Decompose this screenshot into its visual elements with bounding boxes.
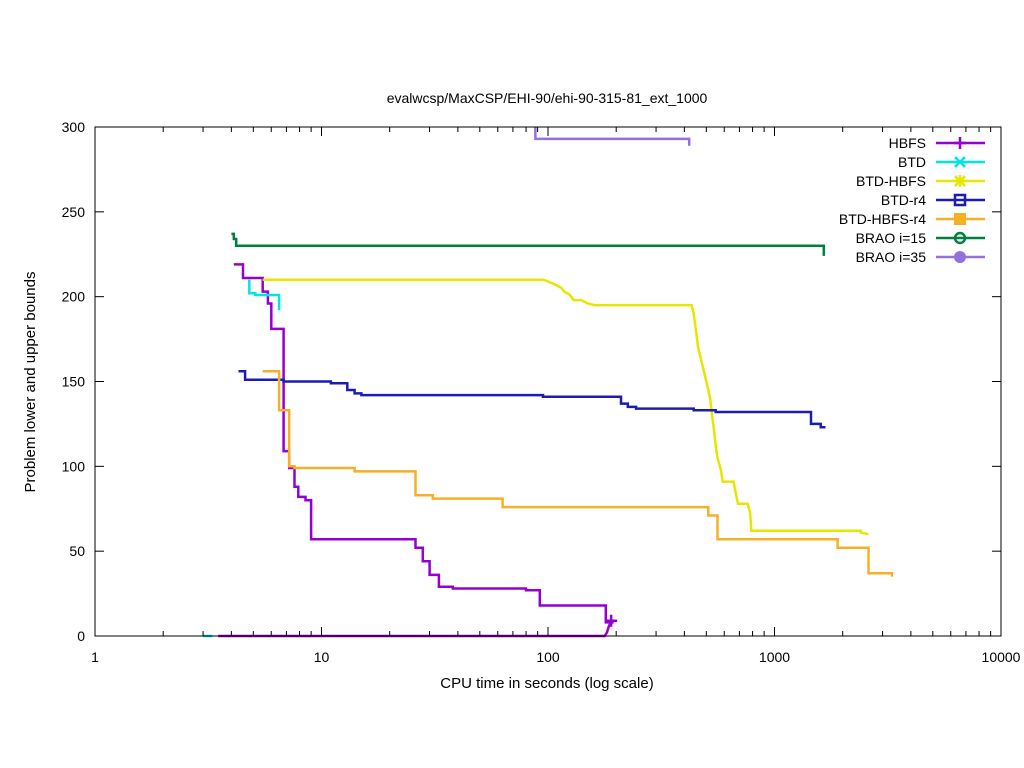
series-btd-r4 xyxy=(238,370,826,429)
legend-marker xyxy=(954,137,966,149)
legend-marker xyxy=(954,156,966,168)
series-lower-line xyxy=(218,621,613,638)
series-upper-line xyxy=(534,127,691,146)
axis-ticks: 0 50 100 150 200 250 300 1 10 100 1000 10000 xyxy=(62,119,1021,665)
legend-marker xyxy=(953,231,967,245)
x-tick-label: 100 xyxy=(536,649,560,665)
series-upper-line xyxy=(238,370,826,429)
series-brao-i-15 xyxy=(231,232,826,256)
y-tick-label: 200 xyxy=(62,289,86,305)
plot-area xyxy=(203,127,894,638)
series-hbfs xyxy=(218,263,618,638)
y-tick-label: 150 xyxy=(62,374,86,390)
legend-label: BRAO i=15 xyxy=(856,230,927,246)
legend-marker xyxy=(954,251,966,263)
y-tick-label: 0 xyxy=(77,628,85,644)
legend-label: BTD xyxy=(898,154,926,170)
x-tick-label: 1 xyxy=(91,649,99,665)
series-btd-hbfs xyxy=(262,278,869,536)
legend-label: BTD-HBFS-r4 xyxy=(839,211,926,227)
legend-marker xyxy=(953,193,967,207)
legend-label: BTD-r4 xyxy=(881,192,926,208)
legend-item: BTD-r4 xyxy=(881,192,985,208)
series-upper-line xyxy=(262,370,894,577)
legend-marker xyxy=(954,213,966,225)
x-tick-label: 10000 xyxy=(982,649,1021,665)
y-tick-label: 300 xyxy=(62,119,86,135)
legend-item: BTD-HBFS-r4 xyxy=(839,211,985,227)
y-tick-label: 250 xyxy=(62,204,86,220)
series-brao-i-35 xyxy=(534,127,691,146)
legend-label: BRAO i=35 xyxy=(856,249,927,265)
legend-item: HBFS xyxy=(889,135,985,151)
series-point-marker xyxy=(605,614,618,627)
x-tick-label: 10 xyxy=(314,649,330,665)
x-axis-label: CPU time in seconds (log scale) xyxy=(440,675,653,692)
series-upper-line xyxy=(248,279,281,311)
y-tick-label: 50 xyxy=(69,543,85,559)
y-tick-label: 100 xyxy=(62,458,86,474)
series-btd-hbfs-r4 xyxy=(262,370,894,577)
legend-label: BTD-HBFS xyxy=(856,173,926,189)
legend-item: BRAO i=15 xyxy=(856,230,985,246)
legend: HBFS BTD BTD-HBFS BTD-r4 BTD-HBFS-r4 BRAO i=1… xyxy=(839,135,985,265)
legend-label: HBFS xyxy=(889,135,926,151)
y-axis-label: Problem lower and upper bounds xyxy=(22,272,39,493)
legend-item: BTD-HBFS xyxy=(856,173,985,189)
plot-frame xyxy=(94,126,1002,637)
chart-title: evalwcsp/MaxCSP/EHI-90/ehi-90-315-81_ext… xyxy=(387,90,708,106)
series-upper-line xyxy=(262,278,869,536)
series-upper-line xyxy=(233,263,614,624)
x-tick-label: 1000 xyxy=(759,649,790,665)
legend-marker xyxy=(954,175,966,187)
series-upper-line xyxy=(231,232,826,256)
legend-item: BRAO i=35 xyxy=(856,249,985,265)
series-btd xyxy=(203,279,281,638)
legend-item: BTD xyxy=(898,154,985,170)
